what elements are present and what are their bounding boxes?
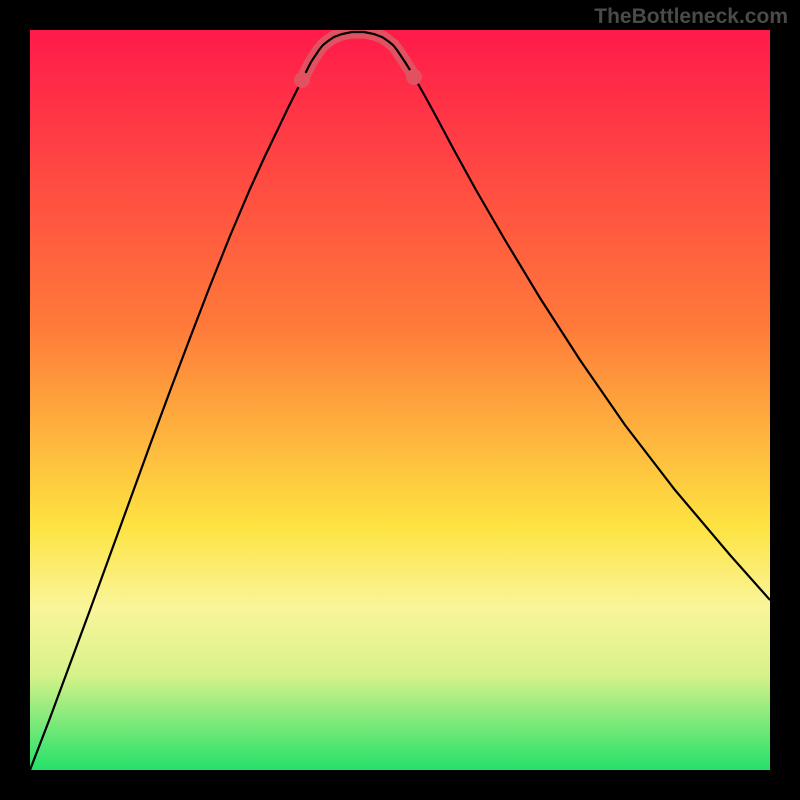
main-curve [30, 32, 770, 770]
plot-area [30, 30, 770, 770]
accent-curve [302, 32, 414, 80]
curve-svg [30, 30, 770, 770]
accent-endpoint [294, 72, 310, 88]
chart-container: TheBottleneck.com [0, 0, 800, 800]
accent-endpoint [406, 69, 422, 85]
watermark-text: TheBottleneck.com [594, 5, 788, 29]
